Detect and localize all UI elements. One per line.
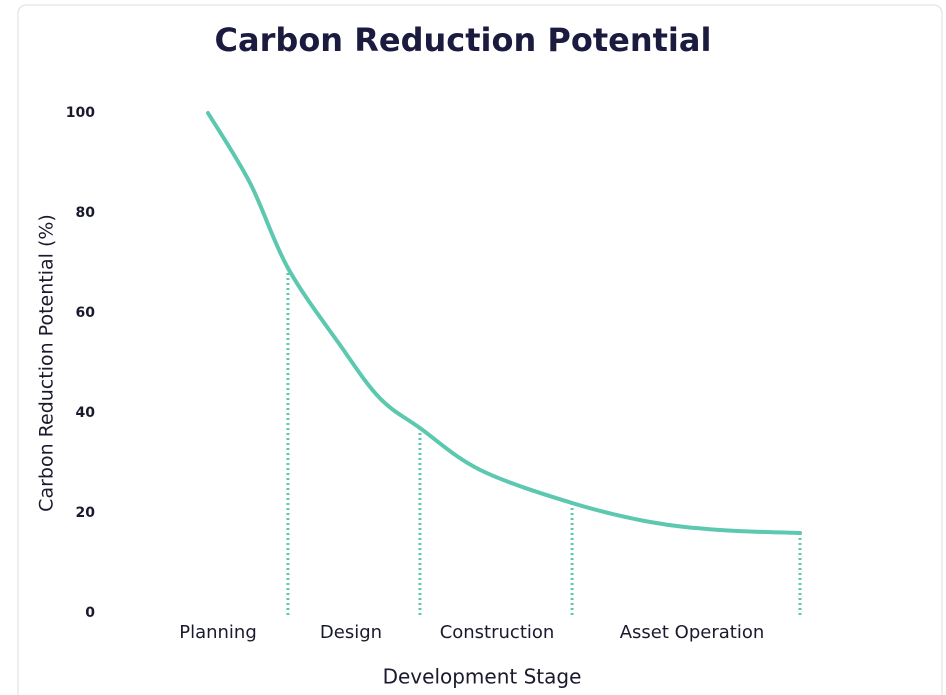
y-axis-label: Carbon Reduction Potential (%) <box>36 214 58 512</box>
y-tick-label: 0 <box>85 605 95 621</box>
x-tick-label: Planning <box>179 622 257 643</box>
y-tick-label: 100 <box>66 105 95 121</box>
y-tick-label: 60 <box>76 305 96 321</box>
chart-title: Carbon Reduction Potential <box>215 21 712 59</box>
x-axis-label: Development Stage <box>383 665 582 689</box>
x-tick-label: Construction <box>440 622 555 643</box>
x-tick-label: Asset Operation <box>620 622 765 643</box>
frame <box>17 4 943 695</box>
x-tick-label: Design <box>320 622 382 643</box>
y-tick-label: 20 <box>76 505 96 521</box>
y-tick-label: 80 <box>76 205 96 221</box>
y-tick-label: 40 <box>76 405 96 421</box>
curve <box>206 111 802 535</box>
